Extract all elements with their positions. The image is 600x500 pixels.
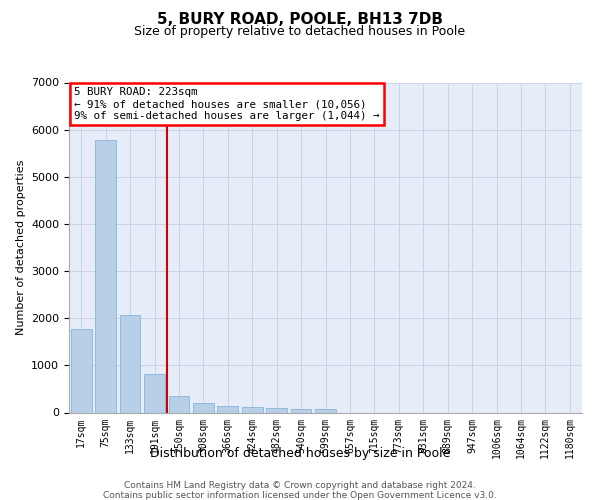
Text: 5, BURY ROAD, POOLE, BH13 7DB: 5, BURY ROAD, POOLE, BH13 7DB (157, 12, 443, 28)
Bar (119, 316, 140, 412)
Bar (242, 408, 263, 412)
Bar (95, 140, 116, 412)
Bar (217, 406, 238, 412)
Text: Distribution of detached houses by size in Poole: Distribution of detached houses by size … (150, 448, 450, 460)
Text: 5 BURY ROAD: 223sqm
← 91% of detached houses are smaller (10,056)
9% of semi-det: 5 BURY ROAD: 223sqm ← 91% of detached ho… (74, 88, 380, 120)
Text: Contains HM Land Registry data © Crown copyright and database right 2024.: Contains HM Land Registry data © Crown c… (124, 481, 476, 490)
Y-axis label: Number of detached properties: Number of detached properties (16, 160, 26, 335)
Bar (290, 408, 311, 412)
Text: Size of property relative to detached houses in Poole: Size of property relative to detached ho… (134, 25, 466, 38)
Bar (315, 409, 336, 412)
Bar (144, 374, 165, 412)
Bar (71, 328, 92, 412)
Text: Contains public sector information licensed under the Open Government Licence v3: Contains public sector information licen… (103, 491, 497, 500)
Bar (266, 408, 287, 412)
Bar (193, 404, 214, 412)
Bar (169, 396, 190, 412)
